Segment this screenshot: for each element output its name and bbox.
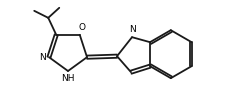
Text: NH: NH: [61, 74, 74, 83]
Text: O: O: [78, 23, 85, 32]
Text: N: N: [39, 53, 46, 62]
Text: N: N: [128, 25, 135, 34]
